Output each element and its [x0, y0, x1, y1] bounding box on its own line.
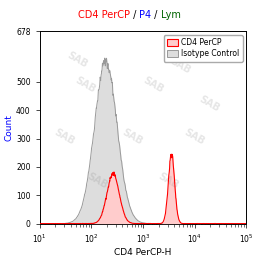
Text: SAB: SAB	[168, 56, 192, 76]
Text: /: /	[151, 10, 161, 20]
Y-axis label: Count: Count	[4, 114, 13, 141]
Text: SAB: SAB	[121, 127, 145, 147]
Text: CD4 PerCP: CD4 PerCP	[77, 10, 130, 20]
Text: SAB: SAB	[183, 127, 207, 147]
Text: SAB: SAB	[85, 171, 110, 191]
Legend: CD4 PerCP, Isotype Control: CD4 PerCP, Isotype Control	[164, 35, 243, 62]
Text: SAB: SAB	[52, 127, 76, 147]
Text: SAB: SAB	[65, 50, 89, 70]
Text: SAB: SAB	[141, 75, 165, 95]
Text: SAB: SAB	[73, 75, 97, 95]
Text: Lym: Lym	[161, 10, 181, 20]
Text: SAB: SAB	[197, 94, 221, 114]
Text: SAB: SAB	[156, 171, 180, 191]
Text: /: /	[130, 10, 139, 20]
X-axis label: CD4 PerCP-H: CD4 PerCP-H	[114, 248, 172, 257]
Text: P4: P4	[139, 10, 151, 20]
